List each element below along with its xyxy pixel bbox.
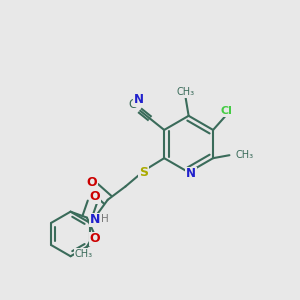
Text: O: O bbox=[89, 190, 100, 203]
Text: N: N bbox=[89, 213, 100, 226]
Text: Cl: Cl bbox=[220, 106, 232, 116]
Text: N: N bbox=[134, 93, 144, 106]
Text: CH₃: CH₃ bbox=[75, 249, 93, 259]
Text: O: O bbox=[87, 176, 97, 189]
Text: CH₃: CH₃ bbox=[177, 87, 195, 97]
Text: S: S bbox=[139, 166, 148, 179]
Text: N: N bbox=[186, 167, 196, 180]
Text: C: C bbox=[129, 98, 137, 111]
Text: H: H bbox=[101, 214, 109, 224]
Text: O: O bbox=[90, 232, 100, 245]
Text: CH₃: CH₃ bbox=[236, 150, 254, 160]
